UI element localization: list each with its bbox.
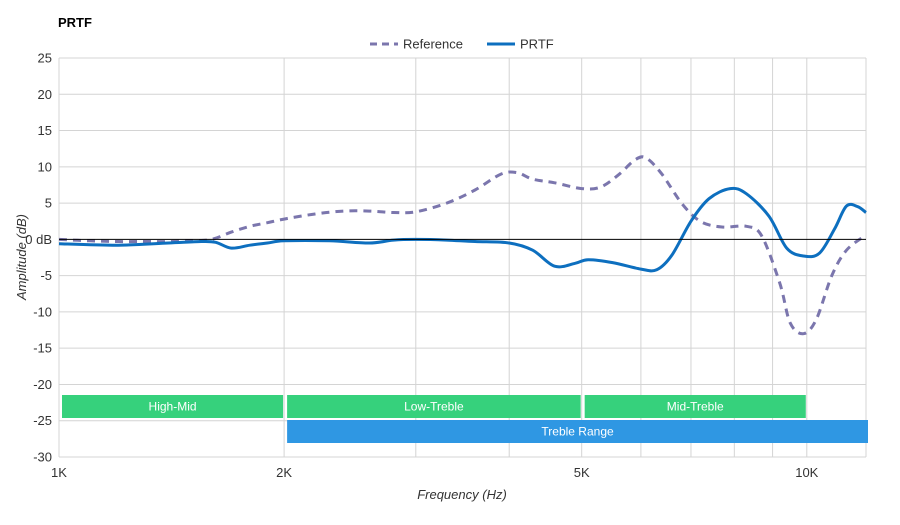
- y-tick-label: 0 dB: [25, 232, 52, 247]
- legend-reference-label: Reference: [403, 37, 463, 52]
- band-treble-range: [287, 420, 869, 443]
- band-mid-treble: [584, 395, 806, 418]
- x-tick-label: 1K: [51, 465, 67, 480]
- x-axis-label: Frequency (Hz): [417, 487, 507, 502]
- y-tick-label: 20: [38, 87, 52, 102]
- band-high-mid: [62, 395, 284, 418]
- legend-prtf-label: PRTF: [520, 37, 554, 52]
- x-tick-label: 2K: [276, 465, 292, 480]
- series-reference-line: [58, 155, 867, 336]
- y-axis-label: Amplitude (dB): [14, 214, 29, 301]
- band-label: Low-Treble: [404, 400, 464, 414]
- y-tick-label: -30: [33, 450, 52, 465]
- x-tick-label: 10K: [795, 465, 818, 480]
- y-tick-label: -25: [33, 413, 52, 428]
- y-tick-label: -5: [40, 268, 52, 283]
- frequency-bands: High-Mid Low-Treble Mid-Treble Treble Range: [62, 395, 869, 443]
- x-tick-label: 5K: [574, 465, 590, 480]
- band-label: High-Mid: [149, 400, 197, 414]
- y-tick-label: 5: [45, 196, 52, 211]
- band-label: Treble Range: [541, 425, 614, 439]
- y-tick-label: -20: [33, 377, 52, 392]
- series-group: [58, 155, 867, 336]
- series-prtf-line: [58, 186, 867, 273]
- band-label: Mid-Treble: [667, 400, 724, 414]
- y-tick-label: 15: [38, 123, 52, 138]
- chart-title: PRTF: [58, 15, 92, 30]
- y-tick-label: -10: [33, 304, 52, 319]
- y-tick-label: 10: [38, 159, 52, 174]
- y-tick-label: 25: [38, 51, 52, 66]
- y-tick-label: -15: [33, 341, 52, 356]
- legend: Reference PRTF: [370, 37, 554, 52]
- band-low-treble: [287, 395, 581, 418]
